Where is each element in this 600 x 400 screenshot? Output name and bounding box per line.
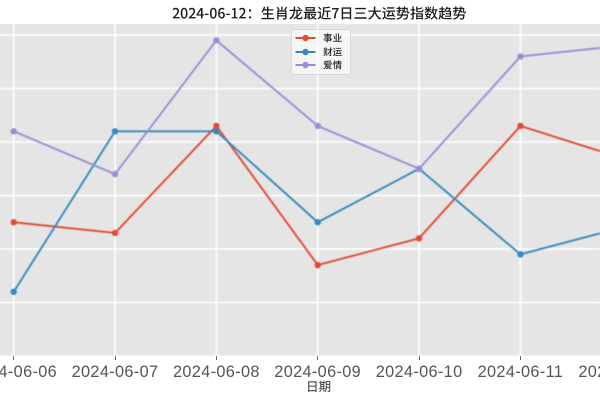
x-tick-label: 2024-06-11 bbox=[477, 362, 564, 381]
x-tick-label: 2024-06-07 bbox=[71, 362, 159, 381]
data-point bbox=[517, 122, 524, 130]
data-point bbox=[517, 53, 524, 60]
x-axis-title bbox=[307, 380, 331, 392]
series-line-2 bbox=[10, 37, 600, 178]
series-line-0 bbox=[10, 122, 600, 269]
legend-item-love bbox=[295, 58, 351, 72]
x-tick-mark bbox=[519, 356, 521, 360]
data-point bbox=[314, 219, 321, 226]
data-point bbox=[213, 128, 220, 135]
data-point bbox=[213, 122, 220, 130]
x-tick-mark bbox=[13, 356, 15, 360]
data-point bbox=[314, 261, 321, 269]
x-tick-label: 2024-06-10 bbox=[375, 362, 463, 381]
x-tick-label: 2024-06-06 bbox=[0, 362, 58, 381]
data-point bbox=[517, 251, 524, 258]
data-point bbox=[314, 122, 321, 130]
chart-title bbox=[172, 6, 466, 20]
data-point bbox=[415, 165, 423, 172]
data-series bbox=[10, 37, 600, 295]
data-point bbox=[111, 170, 119, 178]
x-tick-mark bbox=[114, 356, 116, 360]
data-point bbox=[111, 229, 119, 237]
legend-label-love bbox=[323, 60, 342, 70]
x-tick-mark bbox=[418, 356, 420, 360]
legend-item-career bbox=[295, 31, 351, 45]
legend-marker-love bbox=[295, 61, 315, 69]
legend-marker-career bbox=[295, 34, 315, 42]
data-point bbox=[10, 128, 17, 135]
plot-canvas bbox=[0, 24, 600, 356]
legend-item-wealth bbox=[295, 45, 351, 59]
gridlines bbox=[0, 24, 600, 356]
data-point bbox=[213, 37, 220, 44]
series-line-1 bbox=[10, 128, 600, 295]
legend-marker-wealth bbox=[295, 48, 315, 55]
legend-label-career bbox=[323, 33, 342, 43]
x-tick-mark bbox=[215, 356, 217, 360]
data-point bbox=[415, 235, 423, 242]
data-point bbox=[10, 288, 17, 295]
x-tick-mark bbox=[317, 356, 319, 360]
x-tick-label: 2024-06-09 bbox=[274, 362, 362, 381]
data-point bbox=[10, 219, 17, 226]
plot-area bbox=[0, 24, 600, 356]
legend-label-wealth bbox=[323, 47, 342, 57]
legend bbox=[290, 29, 351, 75]
x-tick-label: 2024-06-08 bbox=[172, 362, 260, 381]
x-tick-label: 2024-06-12 bbox=[578, 362, 600, 381]
data-point bbox=[111, 128, 119, 135]
